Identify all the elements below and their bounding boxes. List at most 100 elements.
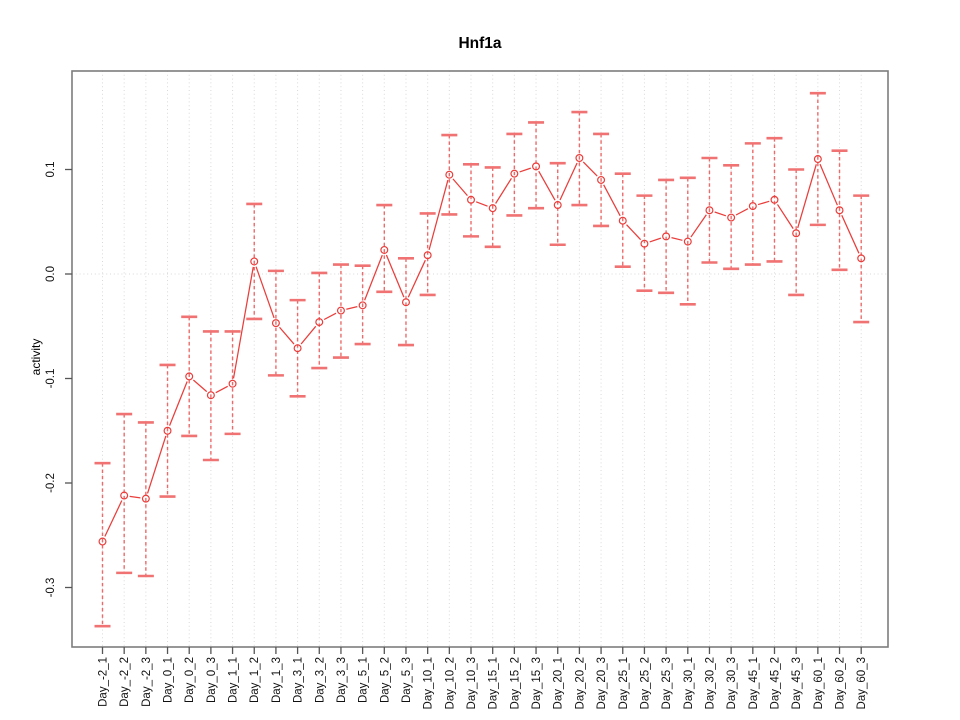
series-segment [735,208,749,216]
y-tick-label: -0.1 [45,369,57,389]
data-point [727,213,736,222]
series-segment [452,178,468,197]
data-point [662,232,671,241]
series-segment [559,162,578,201]
x-tick-label: Day_0_3 [206,657,218,703]
series-segment [232,266,254,379]
x-tick-label: Day_1_3 [271,657,283,703]
data-point [445,170,454,179]
series-segment [215,385,228,394]
series-segment [714,211,727,217]
series-segment [129,495,141,499]
x-tick-label: Day_60_3 [856,657,868,709]
series-segment [385,254,405,298]
x-tick-label: Day_3_2 [314,657,326,703]
series-segment [819,163,838,206]
x-tick-label: Day_5_2 [379,657,391,703]
axes-group: 0.1 0.0 -0.1 -0.2 -0.3 Day_-2_1 Day_-2_2 Day_-2… [45,70,889,709]
plot-box [71,70,889,648]
data-point [228,379,237,388]
y-axis-title: activity [29,339,43,376]
x-tick-label: Day_-2_2 [119,657,131,707]
data-point [792,229,801,238]
data-point [770,195,779,204]
data-point [206,391,215,400]
series-segment [104,500,123,537]
series-segment [776,204,794,229]
x-tick-label: Day_20_2 [574,657,586,709]
data-point [705,206,714,215]
series-segment [671,237,683,241]
series-segment [582,161,598,177]
x-tick-label: Day_45_1 [748,657,760,709]
series-line-group [104,161,860,537]
x-tick-label: Day_1_2 [249,657,261,703]
error-bars-group [94,91,870,628]
data-point [293,344,302,353]
gridlines-group [72,71,888,647]
data-point [813,155,822,164]
x-tick-label: Day_45_3 [791,657,803,709]
x-tick-label: Day_60_1 [813,657,825,709]
x-tick-label: Day_3_3 [336,657,348,703]
data-point [141,494,150,503]
series-segment [538,170,556,201]
x-tick-label: Day_15_2 [509,657,521,709]
data-point [271,319,280,328]
x-tick-label: Day_0_2 [184,657,196,703]
x-tick-label: Day_30_1 [683,657,695,709]
series-segment [146,435,167,494]
data-point [510,169,519,178]
y-tick-label: 0.0 [45,266,57,282]
x-tick-label: Day_25_3 [661,657,673,709]
x-tick-label: Day_5_3 [401,657,413,703]
series-segment [475,201,488,207]
data-point [401,298,410,307]
data-point [835,206,844,215]
data-point [640,239,649,248]
series-segment [346,306,358,310]
series-segment [407,259,426,298]
data-point [553,201,562,210]
data-point [120,491,129,500]
x-tick-label: Day_10_3 [466,657,478,709]
data-point [488,204,497,213]
data-point [467,195,476,204]
series-segment [757,200,770,206]
series-segment [841,215,860,254]
x-tick-label: Day_60_2 [835,657,847,709]
x-tick-label: Day_30_2 [704,657,716,709]
series-points-group [98,154,866,546]
series-segment [428,179,449,251]
x-tick-label: Day_0_1 [163,657,175,703]
series-segment [255,266,275,319]
data-point [597,175,606,184]
data-point [575,154,584,163]
x-tick-label: Day_20_3 [596,657,608,709]
series-segment [603,184,621,217]
x-tick-label: Day_10_1 [423,657,435,709]
x-tick-label: Day_45_2 [769,657,781,709]
series-segment [300,325,317,345]
series-segment [797,164,817,229]
series-segment [192,379,208,393]
chart-title: Hnf1a [458,35,501,52]
data-point [423,251,432,260]
data-point [748,202,757,211]
y-tick-label: -0.3 [45,578,57,598]
y-tick-label: 0.1 [45,162,57,178]
x-tick-label: Day_1_1 [228,657,240,703]
x-tick-label: Day_-2_3 [141,657,153,707]
data-point [250,257,259,266]
data-point [98,537,107,546]
x-tick-label: Day_-2_1 [98,657,110,707]
x-tick-label: Day_10_2 [444,657,456,709]
series-segment [519,167,532,173]
x-tick-label: Day_25_1 [618,657,630,709]
series-segment [323,312,337,321]
x-tick-label: Day_30_3 [726,657,738,709]
data-point [358,301,367,310]
data-point [380,245,389,254]
